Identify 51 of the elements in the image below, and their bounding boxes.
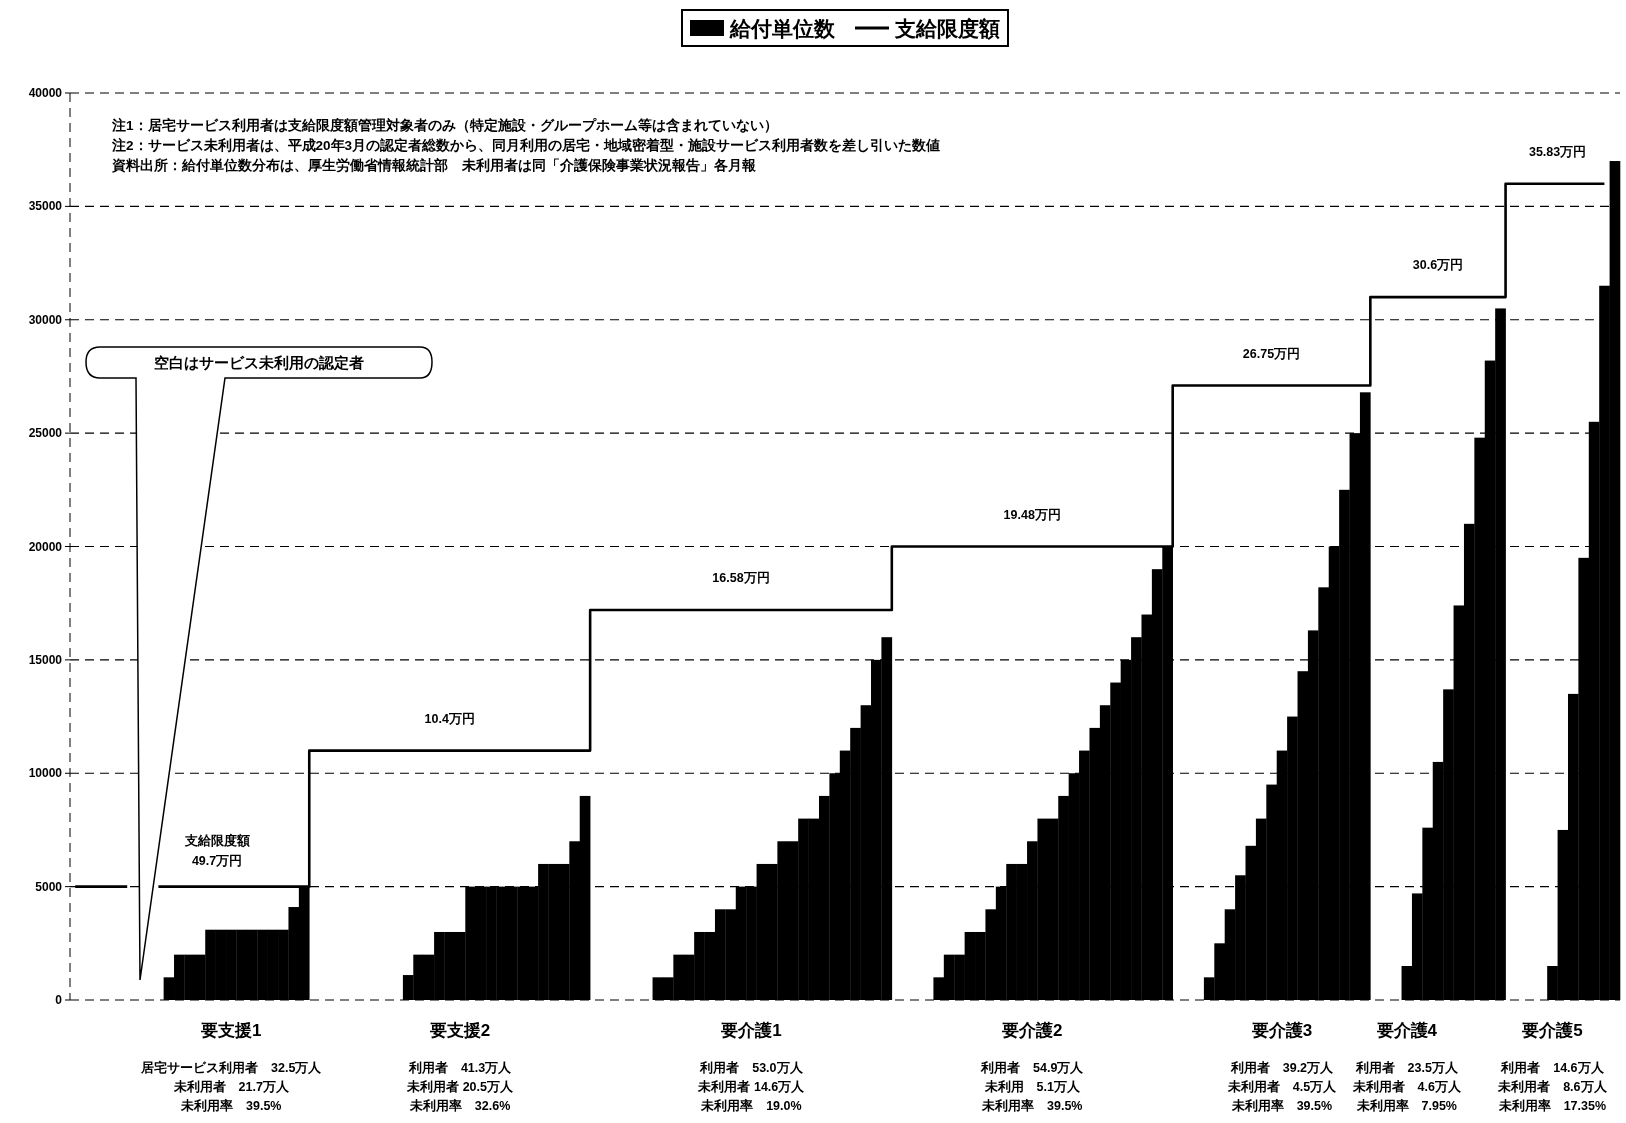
text: 利用者 14.6万人 [1500,1060,1605,1075]
annotation: 35.83万円 [1528,144,1587,159]
annotation: 10.4万円 [424,711,475,726]
text: 未利用 5.1万人 [983,1079,1081,1094]
y-tick-label: 30000 [28,312,63,327]
text: 利用者 39.2万人 [1229,1060,1335,1075]
text: 利用者 53.0万人 [699,1060,804,1075]
text: 未利用率 19.0% [700,1098,802,1113]
text: 未利用率 39.5% [981,1098,1083,1113]
text: 利用者 41.3万人 [407,1060,513,1075]
x-tick-label: 要介護2 [1001,1021,1063,1040]
annotation: 空白はサービス未利用の認定者 [154,354,364,371]
x-tick-label: 要介護3 [1250,1021,1313,1040]
text: 未利用者 21.7万人 [172,1079,290,1094]
text: 未利用者 8.6万人 [1497,1079,1608,1094]
annotation: 30.6万円 [1412,258,1464,273]
text: 未利用率 39.5% [180,1098,282,1113]
y-tick-label: 15000 [28,652,63,667]
legend-label: 支給限度額 [894,17,1000,41]
x-tick-label: 要介護1 [720,1021,782,1040]
annotation: 19.48万円 [1003,507,1061,522]
text: 居宅サービス利用者 32.5万人 [140,1060,323,1075]
annotation: 注1：居宅サービス利用者は支給限度額管理対象者のみ（特定施設・グループホーム等は含まれていない） [111,117,778,133]
y-tick-label: 40000 [28,86,63,100]
text: 未利用者 20.5万人 [406,1079,514,1094]
y-tick-label: 10000 [28,766,63,781]
annotation: 26.75万円 [1242,346,1301,361]
annotation: 資料出所：給付単位数分布は、厚生労働省情報統計部 未利用者は同「介護保険事業状況報告」各月報 [111,157,757,173]
y-tick-label: 0 [55,993,63,1007]
text: 利用者 54.9万人 [980,1060,1085,1075]
y-tick-label: 5000 [35,879,63,894]
text: 未利用率 17.35% [1497,1098,1607,1113]
text: 未利用率 39.5% [1230,1098,1333,1113]
text: 未利用率 7.95% [1355,1098,1457,1113]
legend-label: 給付単位数 [729,17,836,40]
y-tick-label: 35000 [28,199,63,214]
text: 未利用者 4.6万人 [1351,1079,1462,1094]
annotation: 16.58万円 [712,570,770,585]
x-tick-label: 要支援2 [428,1021,491,1040]
y-tick-label: 20000 [28,539,63,554]
x-tick-label: 要介護5 [1521,1021,1583,1040]
x-tick-label: 要支援1 [200,1021,262,1040]
x-tick-label: 要介護4 [1375,1021,1438,1040]
text: 利用者 23.5万人 [1354,1060,1459,1075]
annotation: 49.7万円 [191,853,243,868]
annotation: 支給限度額 [183,832,250,848]
annotation: 注2：サービス未利用者は、平成20年3月の認定者総数から、同月利用の居宅・地域密着型・施設サービス利用者数を差し引いた数値 [111,137,941,153]
text: 未利用者 14.6万人 [697,1079,806,1094]
y-tick-label: 25000 [28,426,63,441]
text: 未利用者 4.5万人 [1226,1079,1338,1094]
text: 未利用率 32.6% [408,1098,511,1113]
